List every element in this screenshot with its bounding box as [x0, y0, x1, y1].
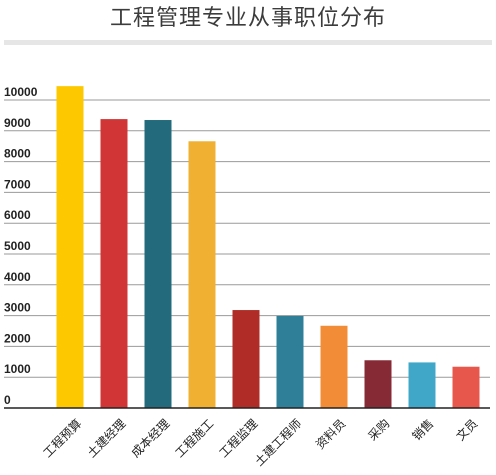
bar	[188, 141, 216, 408]
bars	[56, 86, 480, 409]
y-tick-label: 5000	[4, 239, 31, 253]
bar	[100, 119, 128, 408]
bar	[408, 362, 436, 408]
x-category-label: 采购	[365, 416, 393, 444]
y-tick-label: 4000	[4, 270, 31, 284]
y-tick-label: 0	[4, 393, 11, 407]
x-category-label: 土建经理	[84, 416, 128, 460]
gridlines	[4, 99, 490, 378]
x-category-label: 土建工程师	[251, 416, 304, 469]
bar	[320, 325, 348, 408]
bar	[144, 120, 172, 409]
y-tick-label: 8000	[4, 147, 31, 161]
x-category-label: 销售	[409, 416, 437, 444]
bar	[56, 86, 84, 408]
y-axis-ticks: 0 1000 2000 3000 4000 5000 6000 7000 8000 9000 100…	[4, 85, 38, 407]
y-tick-label: 1000	[4, 362, 31, 376]
y-tick-label: 2000	[4, 331, 31, 345]
chart-title: 工程管理专业从事职位分布	[109, 6, 386, 31]
y-tick-label: 9000	[4, 116, 31, 130]
x-category-label: 文员	[453, 416, 481, 444]
x-category-label: 工程监理	[216, 416, 261, 461]
y-tick-label: 10000	[4, 85, 38, 99]
bar	[276, 315, 304, 408]
bar	[452, 366, 480, 408]
x-category-label: 成本经理	[128, 416, 172, 460]
y-tick-label: 6000	[4, 208, 31, 222]
x-category-label: 资料员	[313, 416, 348, 451]
title-divider	[4, 40, 492, 45]
bar	[232, 310, 260, 408]
y-tick-label: 7000	[4, 177, 31, 191]
x-category-label: 工程施工	[172, 416, 217, 461]
y-tick-label: 3000	[4, 301, 31, 315]
bar	[364, 360, 392, 408]
x-category-label: 工程预算	[40, 416, 85, 461]
